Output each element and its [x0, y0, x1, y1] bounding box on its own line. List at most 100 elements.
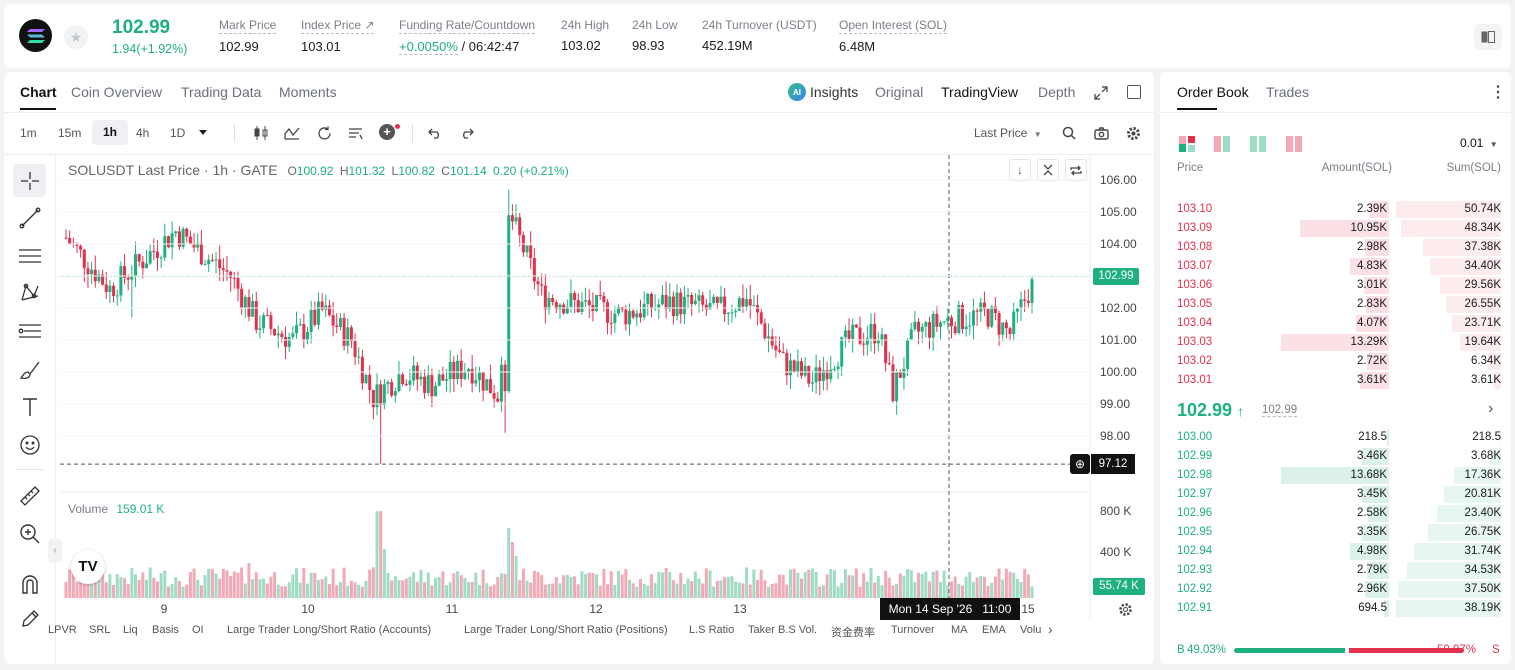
last-price-select[interactable]: Last Price ▼: [974, 126, 1042, 140]
tab-order-book[interactable]: Order Book: [1177, 84, 1249, 100]
indicator-ma[interactable]: MA: [951, 624, 968, 636]
expand-icon[interactable]: [1092, 84, 1110, 102]
indicator-ema[interactable]: EMA: [982, 624, 1006, 636]
indicator-trader-positions[interactable]: Large Trader Long/Short Ratio (Positions…: [464, 624, 668, 636]
horizontal-lines-icon[interactable]: [17, 243, 43, 269]
camera-icon[interactable]: [1092, 124, 1110, 142]
bid-row[interactable]: 102.97 3.45K 20.81K: [1160, 485, 1511, 504]
notes-icon[interactable]: [1474, 24, 1502, 50]
interval-15m[interactable]: 15m: [58, 126, 82, 140]
scroll-right-icon[interactable]: ›: [1048, 621, 1053, 637]
template-icon[interactable]: [346, 124, 364, 142]
emoji-icon[interactable]: [17, 432, 43, 458]
view-tradingview[interactable]: TradingView: [941, 84, 1019, 100]
tab-moments[interactable]: Moments: [279, 84, 337, 100]
view-original[interactable]: Original: [875, 84, 924, 100]
crosshair-add-icon[interactable]: ⊕: [1070, 454, 1090, 475]
bid-row[interactable]: 102.93 2.79K 34.53K: [1160, 561, 1511, 580]
pattern-icon[interactable]: [17, 280, 43, 306]
zoom-icon[interactable]: [17, 521, 43, 547]
brush-icon[interactable]: [17, 356, 43, 382]
ask-row[interactable]: 103.07 4.83K 34.40K: [1160, 257, 1511, 276]
interval-1d[interactable]: 1D: [170, 126, 186, 140]
ask-row[interactable]: 103.09 10.95K 48.34K: [1160, 219, 1511, 238]
bid-row[interactable]: 102.99 3.46K 3.68K: [1160, 447, 1511, 466]
precision-select[interactable]: 0.01 ▼: [1460, 136, 1498, 150]
pencil-icon[interactable]: [17, 606, 43, 632]
bid-row[interactable]: 102.95 3.35K 26.75K: [1160, 523, 1511, 542]
ask-row[interactable]: 103.04 4.07K 23.71K: [1160, 314, 1511, 333]
candlestick-chart[interactable]: 106.00105.00104.00103.00102.00101.00100.…: [4, 72, 1154, 664]
ask-row[interactable]: 103.10 2.39K 50.74K: [1160, 200, 1511, 219]
layout-asks-icon[interactable]: [1214, 136, 1230, 152]
volume-bar: [708, 570, 712, 598]
ask-row[interactable]: 103.03 13.29K 19.64K: [1160, 333, 1511, 352]
volume-bar: [518, 580, 522, 598]
chevron-down-icon[interactable]: [199, 130, 207, 135]
indicator-volume[interactable]: Volu: [1020, 624, 1042, 636]
bid-row[interactable]: 102.98 13.68K 17.36K: [1160, 466, 1511, 485]
view-depth[interactable]: Depth: [1038, 84, 1076, 100]
indicator-icon[interactable]: [283, 124, 301, 142]
tab-trading-data[interactable]: Trading Data: [181, 84, 262, 100]
candle-type-icon[interactable]: [252, 124, 270, 142]
interval-1h[interactable]: 1h: [92, 120, 128, 145]
bid-row[interactable]: 102.96 2.58K 23.40K: [1160, 504, 1511, 523]
tab-trades[interactable]: Trades: [1266, 84, 1310, 100]
collapse-toolbar-button[interactable]: ‹: [48, 539, 62, 563]
redo-icon[interactable]: [458, 124, 476, 142]
indicator-srl[interactable]: SRL: [89, 624, 111, 636]
volume-bar: [375, 511, 379, 598]
indicator-taker-vol[interactable]: Taker B.S Vol.: [748, 624, 818, 636]
undo-icon[interactable]: [426, 124, 444, 142]
replay-icon[interactable]: [315, 124, 333, 142]
indicator-trader-accounts[interactable]: Large Trader Long/Short Ratio (Accounts): [227, 624, 432, 636]
add-indicator-icon[interactable]: +: [379, 124, 395, 140]
candle-body: [547, 298, 551, 310]
search-icon[interactable]: [1060, 124, 1078, 142]
interval-4h[interactable]: 4h: [136, 126, 150, 140]
ask-row[interactable]: 103.05 2.83K 26.55K: [1160, 295, 1511, 314]
volume-bar: [547, 583, 551, 598]
stat-index-price[interactable]: Index Price ↗ 103.01: [301, 18, 375, 54]
magnet-icon[interactable]: [17, 572, 43, 598]
more-icon[interactable]: ⋮: [1490, 84, 1506, 101]
settings-icon[interactable]: [1124, 124, 1142, 142]
candle-body: [64, 237, 68, 239]
indicator-ls-ratio[interactable]: L.S Ratio: [689, 624, 735, 636]
bid-row[interactable]: 103.00 218.5 218.5: [1160, 428, 1511, 447]
star-icon[interactable]: ★: [64, 25, 88, 49]
chevron-right-icon[interactable]: ›: [1488, 400, 1494, 417]
indicator-liq[interactable]: Liq: [123, 624, 138, 636]
indicator-lpvr[interactable]: LPVR: [48, 624, 77, 636]
stat-label: Index Price ↗: [301, 18, 375, 34]
candle-body: [986, 309, 990, 327]
interval-1m[interactable]: 1m: [20, 126, 37, 140]
ask-row[interactable]: 103.06 3.01K 29.56K: [1160, 276, 1511, 295]
indicator-oi[interactable]: OI: [192, 624, 204, 636]
bid-row[interactable]: 102.91 694.5 38.19K: [1160, 599, 1511, 618]
ask-row[interactable]: 103.01 3.61K 3.61K: [1160, 371, 1511, 390]
text-icon[interactable]: [17, 394, 43, 420]
ruler-icon[interactable]: [17, 483, 43, 509]
layout-bids-icon[interactable]: [1250, 136, 1266, 152]
view-insights[interactable]: Insights: [810, 84, 859, 100]
window-icon[interactable]: [1127, 85, 1141, 99]
indicator-funding-rate[interactable]: 资金费率: [831, 627, 875, 639]
trend-line-icon[interactable]: [17, 205, 43, 231]
crosshair-icon[interactable]: [13, 164, 46, 197]
candle-body: [858, 327, 862, 344]
tab-chart[interactable]: Chart: [20, 84, 57, 100]
bid-row[interactable]: 102.94 4.98K 31.74K: [1160, 542, 1511, 561]
indicator-basis[interactable]: Basis: [152, 624, 179, 636]
layout-sells-icon[interactable]: [1286, 136, 1302, 152]
chart-settings-icon[interactable]: [1116, 600, 1134, 618]
ask-row[interactable]: 103.08 2.98K 37.38K: [1160, 238, 1511, 257]
ob-price: 102.91: [1177, 602, 1213, 614]
tab-coin-overview[interactable]: Coin Overview: [71, 84, 163, 100]
layout-both-icon[interactable]: [1179, 136, 1195, 152]
fib-icon[interactable]: [17, 318, 43, 344]
ask-row[interactable]: 103.02 2.72K 6.34K: [1160, 352, 1511, 371]
indicator-turnover[interactable]: Turnover: [891, 624, 935, 636]
bid-row[interactable]: 102.92 2.96K 37.50K: [1160, 580, 1511, 599]
